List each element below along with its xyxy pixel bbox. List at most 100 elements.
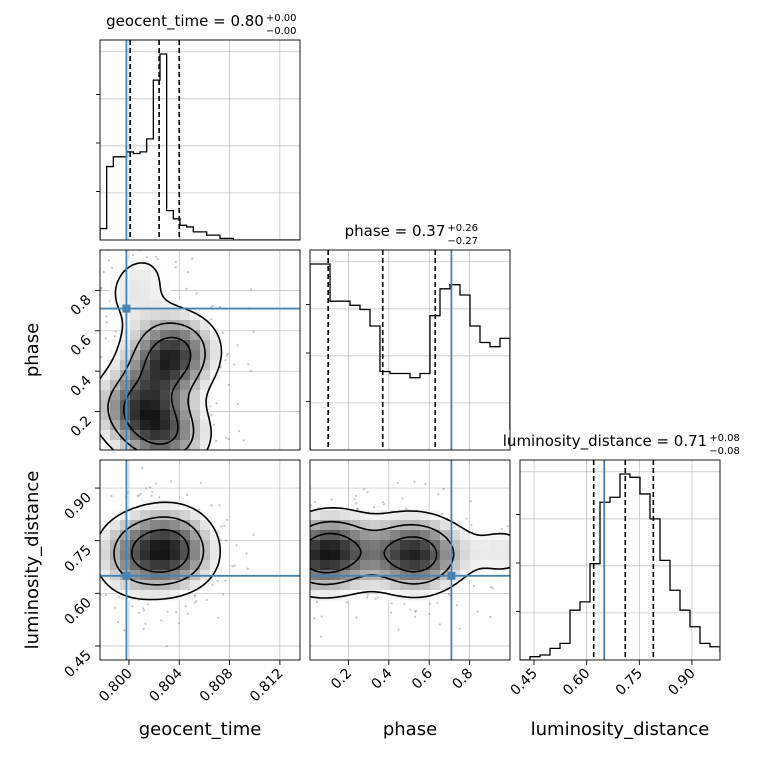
sample-point bbox=[94, 363, 96, 365]
truth-marker bbox=[122, 304, 131, 313]
y-tick-label-luminosity_distance: 0.90 bbox=[61, 490, 94, 523]
density-cell bbox=[130, 430, 141, 441]
density-cell bbox=[470, 530, 481, 541]
sample-point bbox=[193, 595, 196, 598]
sample-point bbox=[158, 496, 161, 499]
density-cell bbox=[130, 360, 141, 371]
density-cell bbox=[140, 260, 151, 271]
density-cell bbox=[170, 430, 181, 441]
density-cell bbox=[340, 520, 351, 531]
sample-point bbox=[178, 241, 180, 243]
density-cell bbox=[160, 410, 171, 421]
density-cell bbox=[160, 330, 171, 341]
density-cell bbox=[140, 290, 151, 301]
sample-point bbox=[193, 601, 196, 604]
hist-panel-geocent_time: geocent_time = 0.80 +0.00 −0.00 bbox=[96, 12, 301, 241]
density-cell bbox=[180, 550, 191, 561]
density-cell bbox=[450, 520, 461, 531]
density-cell bbox=[320, 530, 331, 541]
sample-point bbox=[138, 457, 140, 459]
sample-point bbox=[355, 502, 358, 505]
sample-point bbox=[165, 645, 168, 648]
sample-point bbox=[511, 596, 513, 598]
density-cell bbox=[320, 520, 331, 531]
density-cell bbox=[200, 390, 211, 401]
density-cell bbox=[120, 350, 131, 361]
sample-point bbox=[514, 552, 516, 554]
sample-point bbox=[144, 622, 147, 625]
density-cell bbox=[120, 260, 131, 271]
density-cell bbox=[120, 320, 131, 331]
sample-point bbox=[95, 287, 97, 289]
density-cell bbox=[470, 540, 481, 551]
density-cell bbox=[350, 520, 361, 531]
density-cell bbox=[200, 330, 211, 341]
sample-point bbox=[96, 517, 98, 519]
sample-point bbox=[441, 512, 444, 516]
sample-point bbox=[116, 621, 120, 624]
density-cell bbox=[500, 540, 510, 551]
density-cell bbox=[160, 560, 171, 571]
sample-point bbox=[306, 508, 308, 510]
panel-border bbox=[99, 459, 301, 661]
density-cell bbox=[150, 300, 161, 311]
sample-point bbox=[233, 564, 236, 567]
contour-line bbox=[131, 528, 190, 573]
sample-point bbox=[142, 609, 145, 612]
density-cell bbox=[160, 420, 171, 431]
sample-point bbox=[199, 481, 203, 484]
density-cell bbox=[210, 550, 221, 561]
density-cell bbox=[180, 510, 191, 521]
density-cell bbox=[170, 400, 181, 411]
sample-point bbox=[224, 539, 227, 542]
sample-point bbox=[346, 601, 349, 604]
density-cell bbox=[120, 510, 131, 521]
density-cell bbox=[160, 290, 171, 301]
sample-point bbox=[218, 504, 221, 507]
sample-point bbox=[246, 567, 249, 570]
density-cell bbox=[200, 520, 211, 531]
density-cell bbox=[310, 590, 321, 601]
density-cell bbox=[490, 530, 501, 541]
sample-point bbox=[160, 619, 163, 622]
sample-point bbox=[320, 615, 323, 618]
density-cell bbox=[130, 580, 141, 591]
density-cell bbox=[110, 560, 121, 571]
density-cell bbox=[160, 300, 171, 311]
density-cell bbox=[440, 550, 451, 561]
density-cell bbox=[130, 290, 141, 301]
density-cell bbox=[190, 550, 201, 561]
density-cell bbox=[430, 580, 441, 591]
sample-point bbox=[86, 563, 88, 565]
density-cell bbox=[130, 520, 141, 531]
sample-point bbox=[490, 586, 493, 589]
sample-point bbox=[210, 318, 213, 321]
sample-point bbox=[94, 608, 96, 610]
density-cell bbox=[150, 510, 161, 521]
density-cell bbox=[150, 500, 161, 511]
density-cell bbox=[180, 530, 191, 541]
density-cell bbox=[190, 320, 201, 331]
density-cell bbox=[140, 550, 151, 561]
density-cell bbox=[500, 530, 510, 541]
x-tick-label-geocent_time: 0.812 bbox=[247, 666, 287, 706]
sample-point bbox=[94, 626, 96, 628]
sample-point bbox=[211, 583, 214, 586]
sample-point bbox=[472, 584, 476, 588]
density-cell bbox=[130, 320, 141, 331]
contour-line bbox=[100, 501, 221, 601]
density-cell bbox=[170, 330, 181, 341]
sample-point bbox=[70, 405, 72, 407]
density-cell bbox=[150, 530, 161, 541]
density-cell bbox=[160, 440, 171, 450]
density-cell bbox=[170, 510, 181, 521]
panel-title: luminosity_distance = 0.71 bbox=[503, 432, 707, 451]
density-cell bbox=[100, 580, 111, 591]
sample-point bbox=[455, 604, 459, 607]
density-cell bbox=[390, 560, 401, 571]
sample-point bbox=[227, 383, 230, 386]
x-tick-label-luminosity_distance: 0.45 bbox=[508, 666, 541, 699]
sample-point bbox=[113, 335, 116, 338]
sample-point bbox=[489, 615, 492, 619]
histogram bbox=[520, 460, 720, 660]
